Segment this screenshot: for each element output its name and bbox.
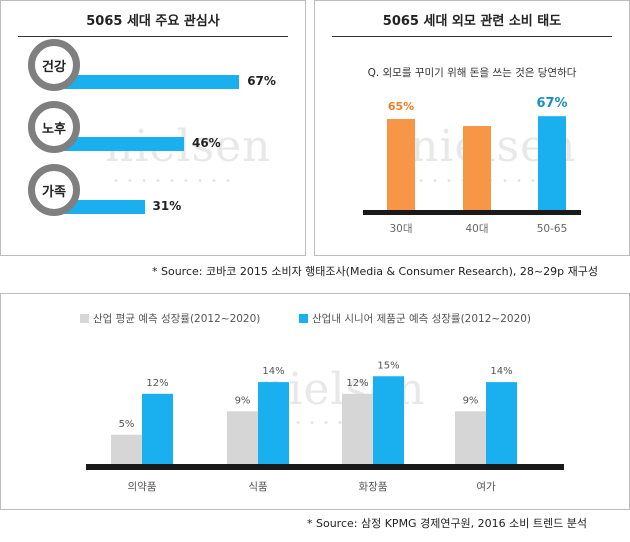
attitude-bar [538, 116, 566, 210]
legend-label: 산업 평균 예측 성장률(2012~2020) [93, 313, 261, 325]
category-circle: 건강 [28, 39, 80, 91]
attitude-bar-chart: Q. 외모를 꾸미기 위해 돈을 쓰는 것은 당연하다 65% 30대 40대 67%… [363, 66, 581, 235]
x-axis-line [363, 210, 581, 215]
title-divider [18, 36, 288, 37]
growth-bar [258, 382, 289, 464]
bar-value-label: 5% [119, 419, 135, 430]
growth-bar [142, 393, 173, 464]
bar-value-label: 14% [490, 366, 512, 377]
source-note-2: * Source: 삼정 KPMG 경제연구원, 2016 소비 트렌드 분석 [307, 517, 587, 530]
value-label: 31% [152, 199, 182, 213]
bar-value-label: 12% [346, 378, 368, 389]
bar-value-label: 12% [146, 378, 168, 389]
title-divider [332, 36, 612, 37]
growth-bar [111, 434, 142, 464]
bar-value-label: 65% [388, 100, 414, 113]
legend-swatch-gray [80, 314, 89, 323]
growth-bar [373, 376, 404, 464]
legend-label: 산업내 시니어 제품군 예측 성장률(2012~2020) [312, 313, 532, 325]
x-tick-label: 여가 [476, 481, 496, 493]
interest-bar [63, 137, 184, 151]
growth-bar-chart: 5% 12% 의약품 9% 14% 식품 12% 15% 화장품 9% 14% 여가 [86, 360, 564, 493]
panel-appearance-attitude: 5065 세대 외모 관련 소비 태도 nielsen Q. 외모를 꾸미기 위… [314, 0, 630, 256]
interest-bar [63, 75, 240, 89]
x-tick-label: 식품 [248, 481, 268, 493]
legend-series-2: 산업내 시니어 제품군 예측 성장률(2012~2020) [299, 311, 531, 326]
x-tick-label: 50-65 [537, 223, 568, 235]
growth-bar [486, 382, 517, 464]
x-tick-label: 화장품 [359, 481, 388, 493]
watermark-dots [109, 179, 239, 182]
legend-series-1: 산업 평균 예측 성장률(2012~2020) [80, 311, 260, 326]
category-circle: 가족 [28, 164, 80, 216]
panel-title: 5065 세대 외모 관련 소비 태도 [382, 14, 562, 29]
bar-value-label: 9% [463, 395, 479, 406]
panel-growth-rates: nielsen 산업 평균 예측 성장률(2012~2020) 산업내 시니어 … [0, 293, 630, 510]
category-circle: 노후 [28, 101, 80, 153]
source-note-1: * Source: 코바코 2015 소비자 행태조사(Media & Cons… [152, 265, 598, 278]
bar-value-label: 15% [377, 360, 399, 371]
value-label: 46% [191, 136, 221, 150]
bar-value-label: 9% [235, 395, 251, 406]
watermark-dots [263, 421, 393, 424]
value-label: 67% [247, 74, 276, 88]
chart-subtitle: Q. 외모를 꾸미기 위해 돈을 쓰는 것은 당연하다 [368, 66, 577, 79]
bar-value-label: 14% [262, 366, 284, 377]
growth-bar [227, 411, 258, 464]
x-tick-label: 30대 [389, 223, 412, 235]
legend-swatch-blue [299, 314, 308, 323]
interest-bar [63, 200, 145, 214]
x-tick-label: 40대 [465, 223, 488, 235]
growth-bar [455, 411, 486, 464]
growth-bar [342, 393, 373, 464]
x-tick-label: 의약품 [128, 481, 157, 493]
attitude-bar [463, 126, 491, 210]
panel-title: 5065 세대 주요 관심사 [86, 14, 220, 29]
x-axis-line [86, 464, 564, 470]
panel-main-interests: 5065 세대 주요 관심사 nielsen 건강 67% 노후 46% 가족 31% [0, 0, 306, 256]
bar-value-label: 67% [536, 96, 567, 111]
attitude-bar [387, 119, 415, 210]
